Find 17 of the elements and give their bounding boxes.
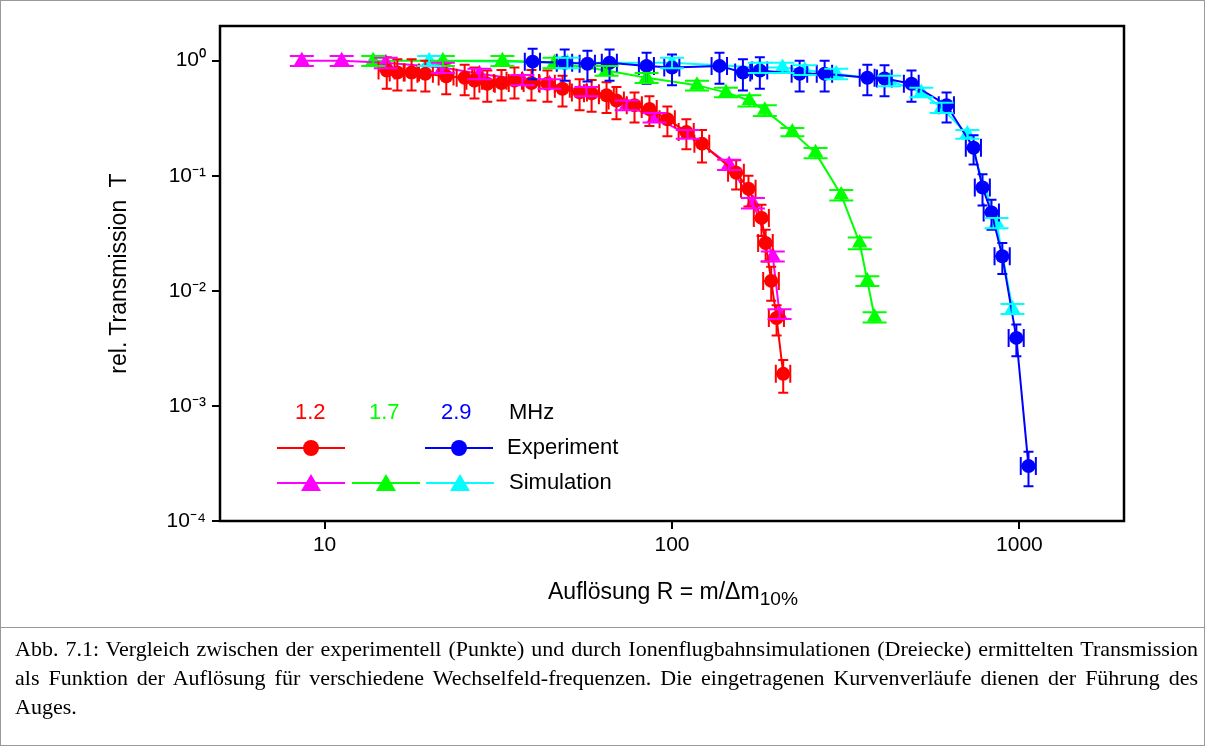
x-tick-label: 10 (312, 532, 337, 556)
y-tick-label: 10⁻¹ (168, 162, 206, 186)
annotation: 1.2 (295, 399, 326, 425)
y-tick-label: 10⁻⁴ (166, 507, 206, 531)
annotation: Experiment (507, 434, 619, 460)
x-tick-label: 1000 (996, 532, 1043, 556)
annotation: MHz (509, 399, 555, 425)
y-tick-label: 10⁰ (175, 47, 206, 71)
y-tick-label: 10⁻² (168, 277, 206, 301)
caption: Abb. 7.1: Vergleich zwischen der experimentell (Punkte) und durch Ionenflugbahnsimulationen (Dreiecke) ermittelten Transmission als Funktion der Auflösung für verschiedene Wechselfeld-frequenzen. Die eingetragenen Kurvenverläufe dienen der Führung des Auges. (15, 635, 1198, 721)
y-axis-title: rel. Transmission T (105, 173, 132, 374)
annotation: Simulation (509, 469, 612, 495)
y-tick-label: 10⁻³ (168, 392, 206, 416)
x-tick-label: 100 (654, 532, 690, 556)
annotation: 2.9 (441, 399, 472, 425)
annotation: 1.7 (369, 399, 400, 425)
x-axis-title: Auflösung R = m/Δm$_{10%}$ (547, 578, 799, 610)
